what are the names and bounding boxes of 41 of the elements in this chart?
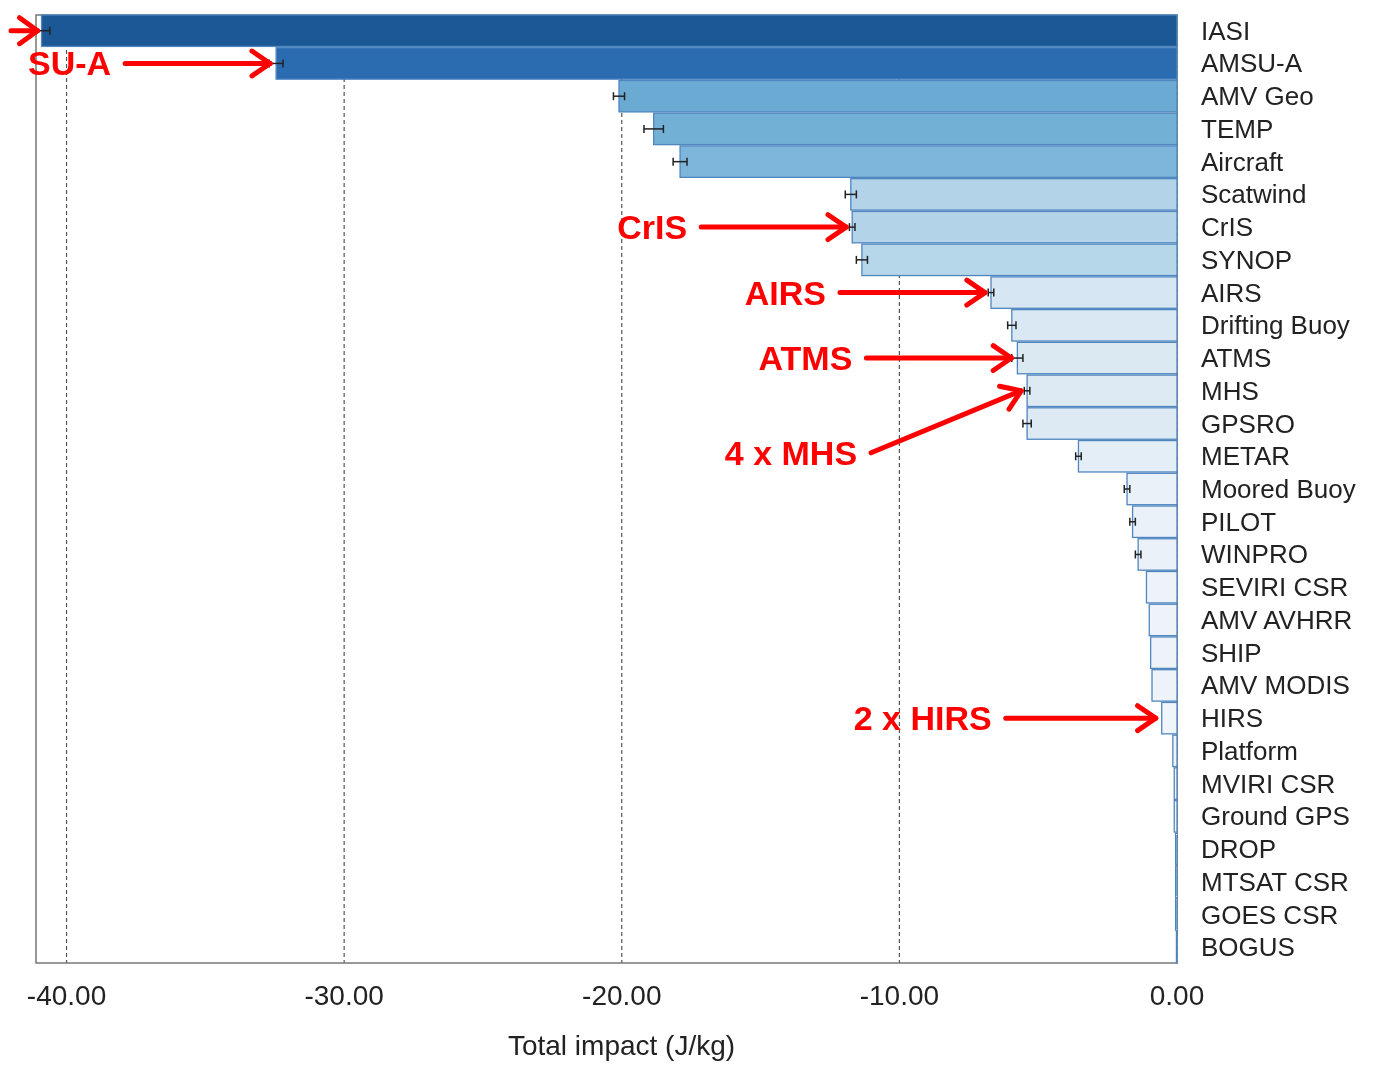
y-tick-label: Ground GPS — [1201, 801, 1350, 832]
annotation: 4 x MHS — [724, 433, 858, 472]
annotation: 2 x HIRS — [853, 699, 992, 738]
y-tick-label: BOGUS — [1201, 932, 1295, 963]
y-tick-label: AMSU-A — [1201, 48, 1303, 79]
annotation: ATMS — [758, 339, 853, 378]
y-tick-label: SHIP — [1201, 637, 1262, 668]
x-tick-label: 0.00 — [1149, 980, 1205, 1011]
y-tick-label: Drifting Buoy — [1201, 310, 1350, 341]
x-tick-label: -20.00 — [582, 980, 662, 1011]
y-tick-label: ATMS — [1201, 343, 1272, 374]
y-tick-label: DROP — [1201, 834, 1277, 865]
y-tick-label: GOES CSR — [1201, 899, 1339, 930]
y-tick-label: IASI — [1201, 15, 1251, 46]
y-tick-label: TEMP — [1201, 113, 1274, 144]
y-tick-label: PILOT — [1201, 506, 1277, 537]
y-tick-label: SEVIRI CSR — [1201, 572, 1349, 603]
x-tick-label: -30.00 — [304, 980, 384, 1011]
y-tick-label: AMV MODIS — [1201, 670, 1350, 701]
annotation: SU-A — [28, 44, 112, 83]
y-tick-label: AMV Geo — [1201, 81, 1314, 112]
y-tick-label: HIRS — [1201, 703, 1264, 734]
x-axis-title: Total impact (J/kg) — [507, 1030, 736, 1061]
y-tick-label: METAR — [1201, 441, 1291, 472]
y-tick-label: Platform — [1201, 735, 1298, 766]
annotation: CrIS — [617, 208, 688, 247]
y-tick-label: AMV AVHRR — [1201, 604, 1353, 635]
y-tick-label: MVIRI CSR — [1201, 768, 1336, 799]
y-tick-label: MTSAT CSR — [1201, 866, 1349, 897]
y-tick-label: Moored Buoy — [1201, 474, 1356, 504]
y-tick-label: MHS — [1201, 375, 1259, 406]
y-tick-label: Scatwind — [1201, 179, 1307, 210]
x-tick-label: -40.00 — [26, 980, 107, 1011]
x-tick-label: -10.00 — [859, 980, 940, 1011]
y-tick-label: WINPRO — [1201, 539, 1308, 570]
y-tick-label: AIRS — [1201, 277, 1262, 308]
y-tick-label: SYNOP — [1201, 244, 1293, 275]
annotation: AIRS — [744, 273, 826, 312]
y-tick-label: Aircraft — [1201, 146, 1285, 177]
y-tick-label: CrIS — [1201, 212, 1253, 243]
y-tick-label: GPSRO — [1201, 408, 1295, 439]
